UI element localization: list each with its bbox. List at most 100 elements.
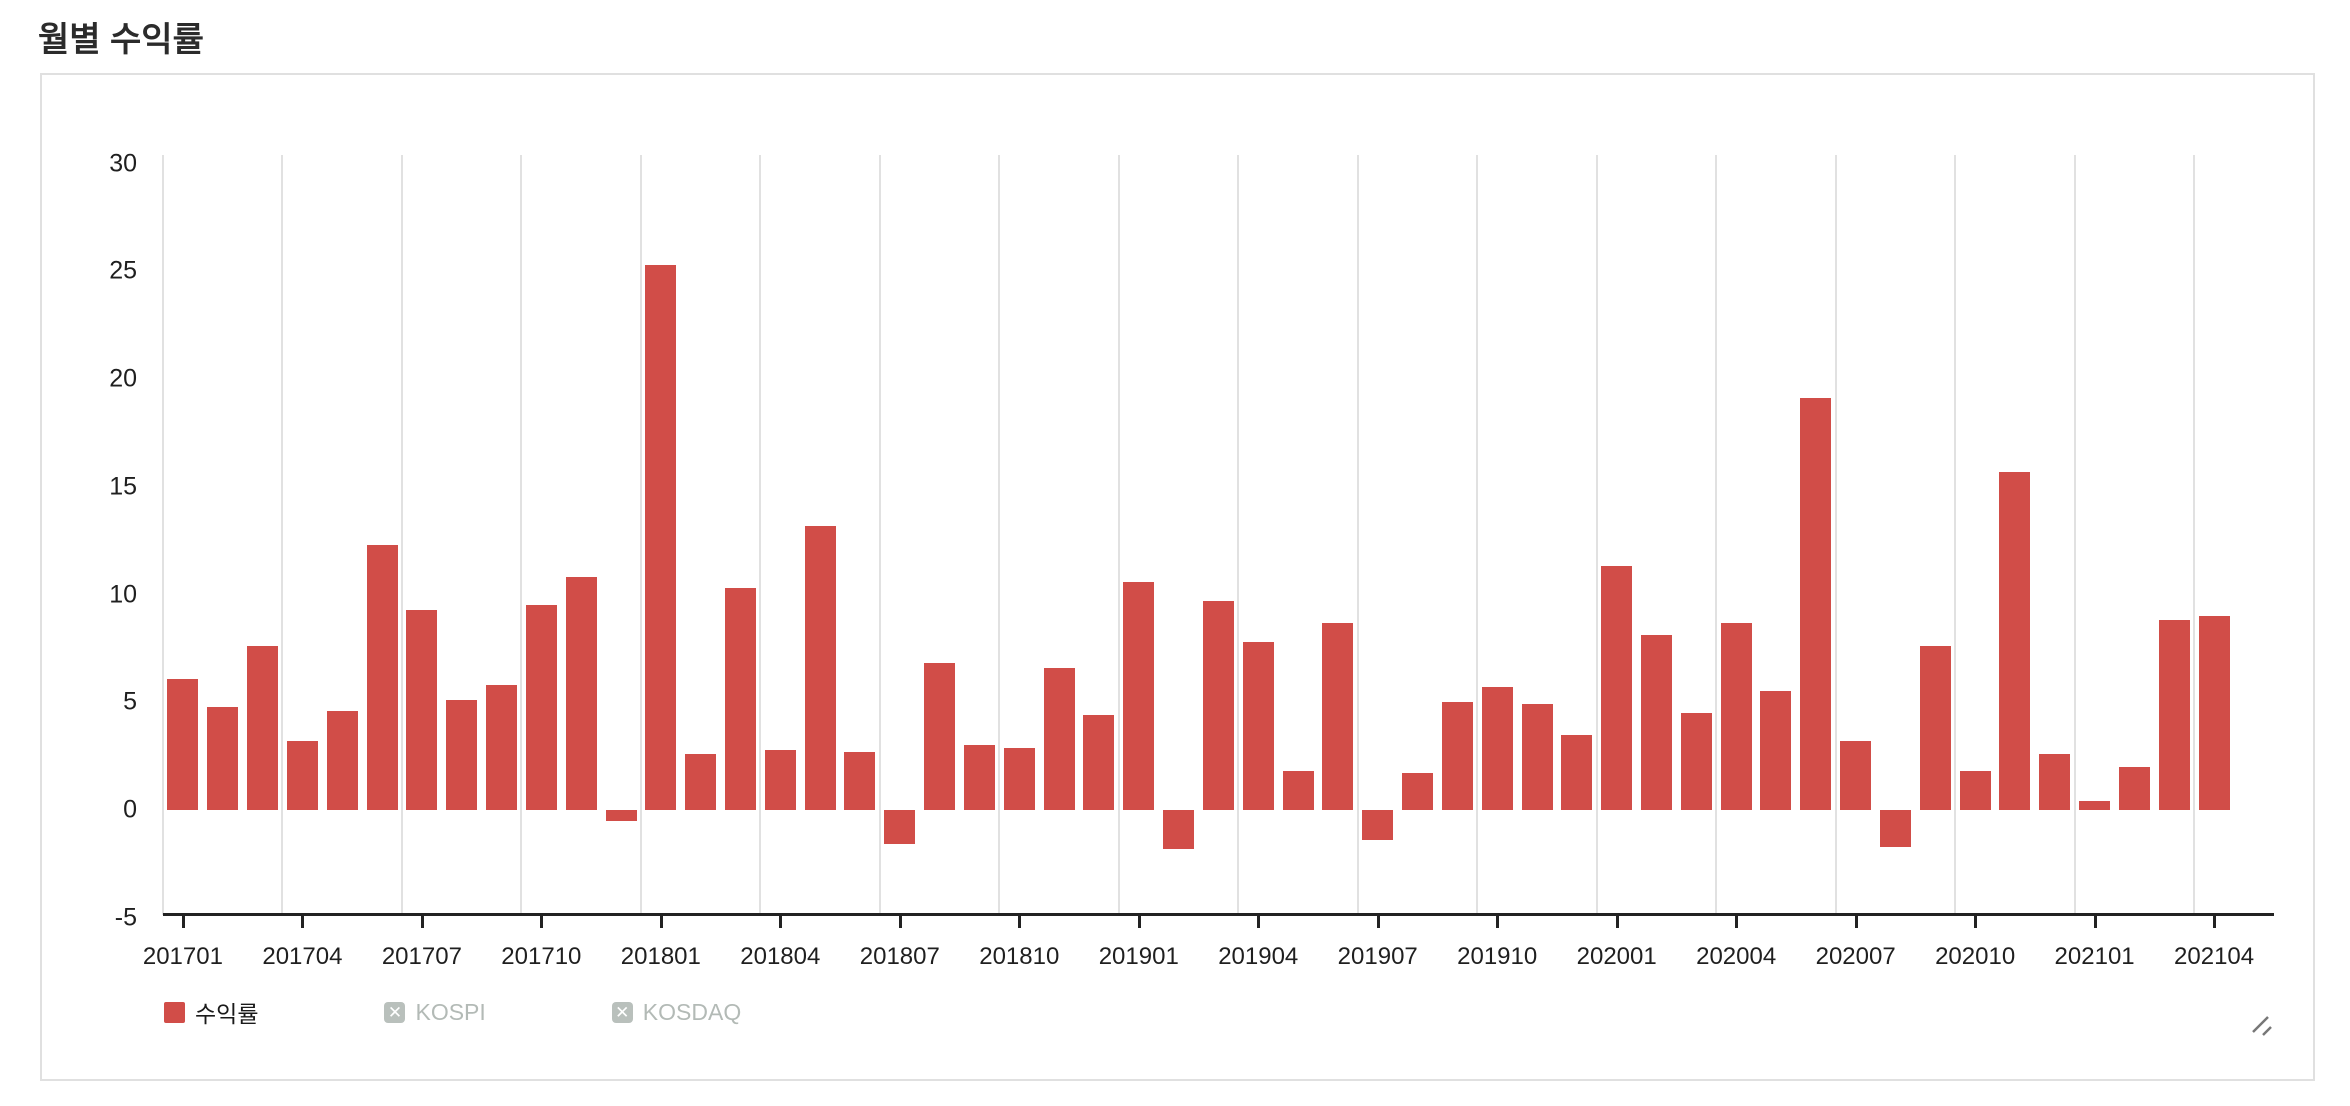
bar[interactable] <box>167 678 199 810</box>
bar[interactable] <box>1043 667 1075 810</box>
bar[interactable] <box>1441 702 1473 810</box>
bar[interactable] <box>1601 566 1633 810</box>
x-axis-tick <box>1496 916 1500 928</box>
bar[interactable] <box>844 751 876 810</box>
bar[interactable] <box>1202 600 1234 810</box>
x-tick-label: 201910 <box>1457 943 1538 970</box>
x-axis-tick <box>898 916 902 928</box>
x-axis-tick <box>540 916 544 928</box>
x-tick-label: 201901 <box>1098 943 1179 970</box>
bar[interactable] <box>525 605 557 810</box>
bar[interactable] <box>1879 810 1911 847</box>
x-axis-tick <box>1376 916 1380 928</box>
legend-label: KOSDAQ <box>642 998 742 1025</box>
x-tick-label: 201801 <box>620 943 701 970</box>
x-axis-tick <box>1974 916 1978 928</box>
gridline <box>1476 155 1479 915</box>
x-axis-tick <box>2213 916 2217 928</box>
x-tick-label: 201707 <box>381 943 462 970</box>
bar[interactable] <box>247 646 279 810</box>
legend-item-kospi[interactable]: ✕ KOSPI <box>384 998 486 1026</box>
y-tick-label: 10 <box>109 580 137 608</box>
bar[interactable] <box>685 753 717 810</box>
x-axis-tick <box>1018 916 1022 928</box>
legend-label: 수익률 <box>195 1001 259 1027</box>
bar[interactable] <box>1521 704 1553 810</box>
y-tick-label: 0 <box>123 795 137 824</box>
gridline <box>998 155 1001 915</box>
bar[interactable] <box>1242 641 1274 810</box>
gridline <box>2073 155 2076 915</box>
bar[interactable] <box>1123 581 1155 810</box>
bar[interactable] <box>1322 622 1354 810</box>
bar[interactable] <box>1680 713 1712 810</box>
legend: 수익률 ✕ KOSPI ✕ KOSDAQ <box>164 995 741 1029</box>
bar[interactable] <box>963 745 995 810</box>
bar[interactable] <box>2198 616 2230 810</box>
bar[interactable] <box>286 741 318 810</box>
bar[interactable] <box>207 706 239 810</box>
bar[interactable] <box>1760 691 1792 810</box>
bar[interactable] <box>1919 646 1951 810</box>
x-axis-tick <box>1257 916 1261 928</box>
x-tick-label: 202101 <box>2054 943 2135 970</box>
x-tick-label: 201701 <box>142 943 223 970</box>
bar[interactable] <box>486 685 518 810</box>
x-tick-label: 201804 <box>740 943 821 970</box>
bar[interactable] <box>924 663 956 810</box>
bar[interactable] <box>2118 766 2150 810</box>
bar[interactable] <box>605 810 637 821</box>
bar[interactable] <box>1362 810 1394 841</box>
gridline <box>1954 155 1957 915</box>
legend-item-수익률[interactable]: 수익률 <box>164 995 258 1029</box>
x-tick-label: 201904 <box>1218 943 1299 970</box>
x-axis-tick <box>1137 916 1141 928</box>
bar[interactable] <box>326 710 358 810</box>
x-tick-label: 201810 <box>979 943 1060 970</box>
x-tick-label: 202004 <box>1696 943 1777 970</box>
gridline <box>2193 155 2196 915</box>
gridline <box>1715 155 1718 915</box>
bar[interactable] <box>884 810 916 845</box>
bar[interactable] <box>406 609 438 810</box>
bar[interactable] <box>2039 753 2071 810</box>
bar[interactable] <box>1083 715 1115 810</box>
bar[interactable] <box>1959 771 1991 810</box>
gridline <box>162 155 164 915</box>
bar[interactable] <box>1561 734 1593 810</box>
bar[interactable] <box>2158 620 2190 810</box>
bar[interactable] <box>565 577 597 810</box>
y-tick-label: 25 <box>109 256 137 285</box>
legend-item-kosdaq[interactable]: ✕ KOSDAQ <box>611 998 742 1026</box>
x-axis-tick <box>1854 916 1858 928</box>
bar[interactable] <box>724 588 756 810</box>
legend-disabled-x-icon: ✕ <box>611 1001 633 1023</box>
x-axis-tick <box>1615 916 1619 928</box>
bar[interactable] <box>804 525 836 810</box>
bar[interactable] <box>1999 471 2031 810</box>
bar[interactable] <box>366 544 398 810</box>
x-tick-label: 201710 <box>501 943 582 970</box>
x-axis-tick <box>181 916 185 928</box>
legend-label: KOSPI <box>415 998 486 1025</box>
resize-handle-icon[interactable] <box>2251 1015 2275 1039</box>
bar[interactable] <box>1641 635 1672 810</box>
bar[interactable] <box>1840 741 1872 810</box>
bar[interactable] <box>1282 771 1314 810</box>
bar[interactable] <box>1163 810 1195 849</box>
bar[interactable] <box>446 700 478 810</box>
page-title: 월별 수익률 <box>38 21 204 59</box>
x-axis-tick <box>779 916 783 928</box>
bar[interactable] <box>1481 687 1513 810</box>
x-tick-label: 202001 <box>1576 943 1657 970</box>
bar[interactable] <box>764 749 796 810</box>
bar[interactable] <box>1402 773 1434 810</box>
bar[interactable] <box>1800 398 1832 810</box>
bar[interactable] <box>1720 622 1752 810</box>
bar[interactable] <box>1003 747 1035 810</box>
gridline <box>759 155 762 915</box>
bar[interactable] <box>645 264 677 810</box>
bar[interactable] <box>2079 801 2111 810</box>
gridline <box>1595 155 1598 915</box>
y-tick-label: 30 <box>109 149 137 177</box>
